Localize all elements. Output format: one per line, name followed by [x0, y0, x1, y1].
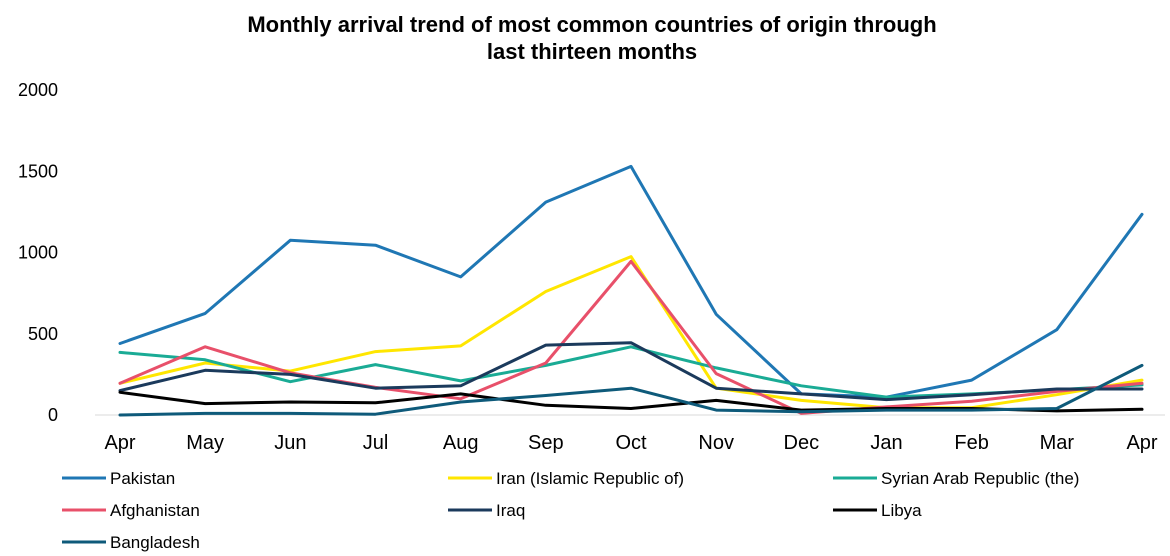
series-lines — [118, 164, 1144, 417]
x-tick-label: Apr — [104, 432, 135, 454]
legend-item: Pakistan — [62, 469, 175, 488]
series-line-bangladesh — [118, 363, 1144, 417]
x-tick-label: Jun — [274, 432, 306, 454]
x-tick-label: Aug — [443, 432, 479, 454]
series-line-pakistan — [118, 164, 1144, 399]
y-tick-label: 500 — [28, 324, 58, 344]
legend-label: Iran (Islamic Republic of) — [496, 469, 684, 488]
chart-title-line-1: Monthly arrival trend of most common cou… — [247, 12, 936, 37]
x-tick-label: Jan — [870, 432, 902, 454]
y-axis: 0 500 1000 1500 2000 — [18, 80, 58, 425]
series-line-libya — [118, 390, 1144, 413]
x-axis: Apr May Jun Jul Aug Sep Oct Nov Dec Jan Feb Mar Apr — [104, 432, 1157, 454]
x-tick-label: Nov — [698, 432, 734, 454]
x-tick-label: Apr — [1126, 432, 1157, 454]
legend-label: Iraq — [496, 501, 525, 520]
legend-label: Pakistan — [110, 469, 175, 488]
legend-item: Libya — [833, 501, 922, 520]
y-tick-label: 0 — [48, 405, 58, 425]
legend-item: Iraq — [448, 501, 525, 520]
x-tick-label: Feb — [954, 432, 988, 454]
series-line-iran-islamic-republic-of — [118, 255, 1144, 410]
y-tick-label: 1000 — [18, 243, 58, 263]
legend-item: Syrian Arab Republic (the) — [833, 469, 1079, 488]
chart-title-line-2: last thirteen months — [487, 39, 697, 64]
legend-item: Afghanistan — [62, 501, 200, 520]
legend-label: Libya — [881, 501, 922, 520]
x-tick-label: Sep — [528, 432, 564, 454]
x-tick-label: Oct — [615, 432, 647, 454]
legend-label: Bangladesh — [110, 533, 200, 552]
x-tick-label: Dec — [784, 432, 820, 454]
legend-item: Bangladesh — [62, 533, 200, 552]
legend: Pakistan Iran (Islamic Republic of) Syrian… — [62, 469, 1079, 552]
legend-item: Iran (Islamic Republic of) — [448, 469, 684, 488]
legend-label: Afghanistan — [110, 501, 200, 520]
series-line-iraq — [118, 341, 1144, 402]
legend-label: Syrian Arab Republic (the) — [881, 469, 1079, 488]
series-line-afghanistan — [118, 259, 1144, 415]
x-tick-label: Mar — [1040, 432, 1075, 454]
y-tick-label: 2000 — [18, 80, 58, 100]
y-tick-label: 1500 — [18, 161, 58, 181]
x-tick-label: May — [186, 432, 224, 454]
x-tick-label: Jul — [363, 432, 389, 454]
